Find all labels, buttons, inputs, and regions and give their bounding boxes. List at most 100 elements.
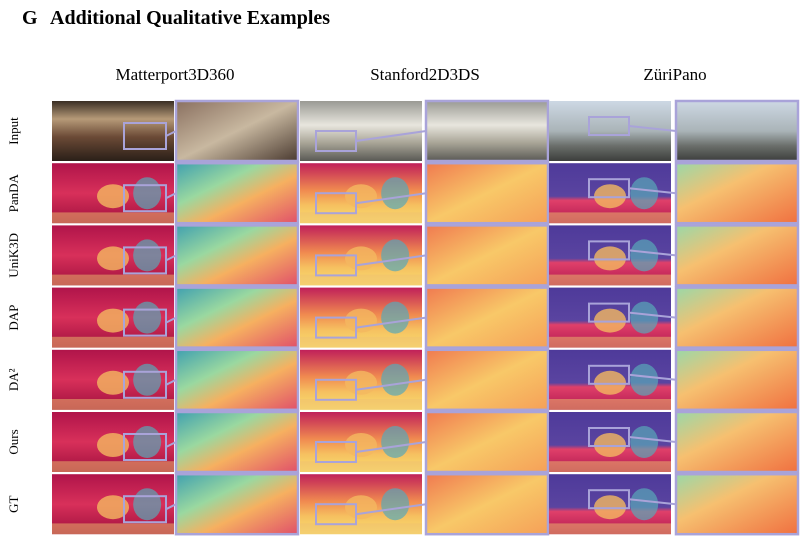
zoom-image xyxy=(424,161,550,225)
depth-floor xyxy=(549,523,671,535)
depth-floor xyxy=(300,523,422,535)
depth-floor xyxy=(549,461,671,472)
zoom-connector xyxy=(355,378,427,391)
depth-region xyxy=(630,426,659,458)
row-label: UniK3D xyxy=(6,233,21,278)
zoom-image xyxy=(674,410,800,474)
depth-region xyxy=(133,301,162,334)
zoom-connector xyxy=(165,441,177,448)
zoom-connector xyxy=(165,316,177,324)
zoom-image xyxy=(174,161,300,225)
zoom-connector xyxy=(628,311,677,319)
depth-region xyxy=(630,177,659,210)
zoom-connector xyxy=(355,503,427,516)
zoom-image xyxy=(674,286,800,349)
depth-floor xyxy=(52,523,174,535)
row-label: Input xyxy=(6,117,21,145)
depth-region xyxy=(133,488,162,521)
depth-region xyxy=(345,495,377,520)
depth-region xyxy=(630,363,659,396)
row-label: GT xyxy=(6,495,21,512)
zoom-connector xyxy=(628,125,677,132)
depth-region xyxy=(630,488,659,521)
zoom-image xyxy=(174,410,300,474)
zoom-connector xyxy=(628,249,677,257)
zoom-image xyxy=(174,472,300,536)
depth-region xyxy=(133,363,162,396)
row-label: PanDA xyxy=(6,173,21,212)
zoom-image xyxy=(424,348,550,412)
depth-floor xyxy=(300,274,422,286)
zoom-image xyxy=(174,286,300,349)
column-header: Matterport3D360 xyxy=(116,65,235,84)
zoom-image xyxy=(424,286,550,349)
depth-region xyxy=(97,308,129,333)
zoom-image xyxy=(424,99,550,163)
panorama-image xyxy=(549,101,671,161)
zoom-connector xyxy=(165,130,177,137)
zoom-connector xyxy=(628,187,677,195)
section-number: G xyxy=(22,7,38,29)
zoom-connector xyxy=(355,441,427,453)
zoom-connector xyxy=(355,192,427,205)
zoom-connector xyxy=(355,254,427,267)
depth-floor xyxy=(300,336,422,348)
zoom-image xyxy=(424,224,550,287)
column-header: Stanford2D3DS xyxy=(370,65,480,84)
depth-floor xyxy=(549,212,671,224)
depth-region xyxy=(381,426,410,458)
zoom-connector xyxy=(628,436,677,443)
depth-region xyxy=(133,426,162,458)
depth-floor xyxy=(549,274,671,286)
depth-region xyxy=(381,363,410,396)
column-header: ZüriPano xyxy=(643,65,706,84)
zoom-image xyxy=(674,99,800,163)
zoom-connector xyxy=(355,316,427,329)
depth-floor xyxy=(300,212,422,224)
zoom-image xyxy=(174,99,300,163)
depth-floor xyxy=(549,399,671,410)
depth-floor xyxy=(52,336,174,348)
depth-floor xyxy=(52,399,174,410)
depth-floor xyxy=(549,336,671,348)
zoom-image xyxy=(174,348,300,412)
zoom-connector xyxy=(628,498,677,506)
zoom-image xyxy=(424,472,550,536)
zoom-image xyxy=(674,348,800,412)
depth-region xyxy=(381,488,410,521)
depth-region xyxy=(345,184,377,209)
zoom-image xyxy=(674,161,800,225)
depth-region xyxy=(630,301,659,334)
depth-region xyxy=(345,370,377,395)
depth-floor xyxy=(52,461,174,472)
depth-region xyxy=(345,433,377,457)
zoom-connector xyxy=(165,254,177,262)
depth-region xyxy=(97,495,129,520)
row-label: Ours xyxy=(6,429,21,454)
depth-region xyxy=(381,177,410,210)
panorama-image xyxy=(52,101,174,161)
zoom-image xyxy=(674,224,800,287)
depth-floor xyxy=(300,399,422,410)
depth-floor xyxy=(52,212,174,224)
zoom-connector xyxy=(165,378,177,386)
section-title: Additional Qualitative Examples xyxy=(50,7,330,29)
zoom-image xyxy=(424,410,550,474)
depth-region xyxy=(345,246,377,271)
depth-region xyxy=(381,301,410,334)
depth-floor xyxy=(300,461,422,472)
depth-region xyxy=(97,184,129,209)
row-label: DA² xyxy=(6,368,21,391)
row-label: DAP xyxy=(6,305,21,331)
depth-region xyxy=(133,239,162,272)
zoom-connector xyxy=(628,373,677,381)
depth-floor xyxy=(52,274,174,286)
zoom-connector xyxy=(355,130,427,142)
zoom-connector xyxy=(165,192,177,200)
depth-region xyxy=(345,308,377,333)
depth-region xyxy=(381,239,410,272)
depth-region xyxy=(97,370,129,395)
zoom-image xyxy=(174,224,300,287)
